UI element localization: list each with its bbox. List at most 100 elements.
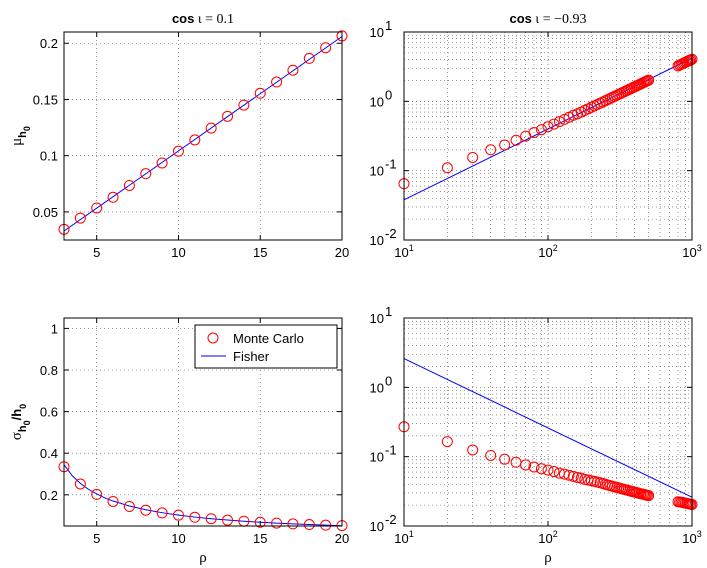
tick-exponent: 0 bbox=[385, 87, 392, 102]
data-point bbox=[123, 500, 135, 512]
tick-exponent: -1 bbox=[385, 157, 397, 172]
data-point bbox=[107, 495, 119, 507]
data-point bbox=[485, 449, 497, 461]
x-tick-label: 15 bbox=[253, 531, 267, 546]
data-point bbox=[254, 87, 266, 99]
data-point bbox=[542, 464, 554, 476]
data-point bbox=[91, 202, 103, 214]
tick-exponent: 1 bbox=[385, 18, 392, 33]
grid bbox=[64, 318, 342, 526]
data-point bbox=[535, 463, 547, 475]
y-tick-label: 10 bbox=[370, 233, 384, 248]
data-point bbox=[156, 507, 168, 519]
y-tick-label: 0.6 bbox=[40, 405, 58, 420]
data-point bbox=[271, 76, 283, 88]
title-value: ι = −0.93 bbox=[532, 12, 587, 27]
y-tick-label: 10 bbox=[370, 311, 384, 326]
y-tick-label: 10 bbox=[370, 519, 384, 534]
y-tick-label: 0.2 bbox=[40, 488, 58, 503]
tick-exponent: 0 bbox=[385, 373, 392, 388]
data-point bbox=[107, 191, 119, 203]
data-point bbox=[254, 516, 266, 528]
x-tick-label: 102 bbox=[538, 243, 557, 260]
data-point bbox=[510, 134, 522, 146]
ylabel-sub: h bbox=[17, 131, 29, 138]
legend-label-monte-carlo: Monte Carlo bbox=[233, 331, 304, 346]
data-point bbox=[441, 436, 453, 448]
data-point bbox=[238, 99, 250, 111]
series-monte-carlo bbox=[398, 53, 698, 190]
data-point bbox=[643, 74, 655, 86]
axes-box bbox=[63, 317, 343, 527]
data-point bbox=[643, 490, 655, 502]
series-line-fisher bbox=[403, 358, 693, 498]
data-point bbox=[528, 127, 540, 139]
tick-exponent: 2 bbox=[553, 243, 558, 253]
data-point bbox=[222, 514, 234, 526]
legend-marker-monte-carlo bbox=[207, 332, 219, 344]
data-point bbox=[123, 179, 135, 191]
legend-box bbox=[194, 324, 338, 369]
x-tick-label: 10 bbox=[171, 531, 185, 546]
x-tick-label: 5 bbox=[93, 245, 100, 260]
data-point bbox=[172, 145, 184, 157]
y-tick-label: 0.05 bbox=[33, 205, 58, 220]
data-point bbox=[320, 42, 332, 54]
data-point bbox=[548, 118, 560, 130]
x-tick-label: 102 bbox=[538, 529, 557, 546]
x-tick-label: 101 bbox=[394, 529, 413, 546]
data-point bbox=[499, 139, 511, 151]
series-line-fisher bbox=[63, 36, 343, 232]
x-tick-label: 103 bbox=[682, 243, 701, 260]
data-point bbox=[205, 513, 217, 525]
data-point bbox=[441, 162, 453, 174]
data-point bbox=[520, 459, 532, 471]
x-tick-label: 15 bbox=[253, 245, 267, 260]
data-point bbox=[271, 517, 283, 529]
grid bbox=[64, 32, 342, 240]
data-point bbox=[548, 466, 560, 478]
title-cos: cos bbox=[510, 11, 532, 26]
data-point bbox=[140, 504, 152, 516]
x-tick-label: 20 bbox=[335, 245, 349, 260]
y-tick-label: 0.2 bbox=[40, 36, 58, 51]
ylabel-tail-sub: 0 bbox=[18, 404, 28, 409]
y-tick-label: 10 bbox=[370, 25, 384, 40]
ylabel-main: σ bbox=[9, 432, 25, 440]
tick-exponent: 1 bbox=[409, 529, 414, 539]
y-tick-label: 0.1 bbox=[40, 149, 58, 164]
data-point bbox=[303, 52, 315, 64]
data-point bbox=[172, 509, 184, 521]
data-point bbox=[467, 444, 479, 456]
axes-box bbox=[63, 31, 343, 241]
subplot-title: cos ι = −0.93 bbox=[510, 11, 587, 27]
series-monte-carlo bbox=[58, 30, 348, 235]
data-point bbox=[189, 134, 201, 146]
ylabel-subsub: 0 bbox=[22, 126, 32, 131]
subplot-1: 5 10 15 20 0.05 0.1 0.15 0.2 cos ι = 0.1 μh0 bbox=[9, 11, 349, 260]
data-point bbox=[563, 469, 575, 481]
x-tick-label: 10 bbox=[171, 245, 185, 260]
y-tick-label: 10 bbox=[370, 164, 384, 179]
data-point bbox=[571, 472, 583, 484]
data-point bbox=[156, 157, 168, 169]
data-point bbox=[205, 122, 217, 134]
x-tick-label: 103 bbox=[682, 529, 701, 546]
x-tick-label: 5 bbox=[93, 531, 100, 546]
ylabel-main: μ bbox=[9, 138, 25, 146]
tick-exponent: 3 bbox=[697, 243, 702, 253]
y-tick-label: 0.4 bbox=[40, 446, 58, 461]
data-point bbox=[189, 511, 201, 523]
y-axis-label: μh0 bbox=[9, 126, 32, 146]
data-point bbox=[287, 518, 299, 530]
y-tick-label: 10 bbox=[370, 450, 384, 465]
data-point bbox=[287, 64, 299, 76]
x-axis-label: ρ bbox=[544, 550, 552, 566]
title-value: ι = 0.1 bbox=[194, 12, 234, 27]
title-cos: cos bbox=[172, 11, 194, 26]
data-point bbox=[528, 461, 540, 473]
legend-label-fisher: Fisher bbox=[233, 349, 270, 364]
